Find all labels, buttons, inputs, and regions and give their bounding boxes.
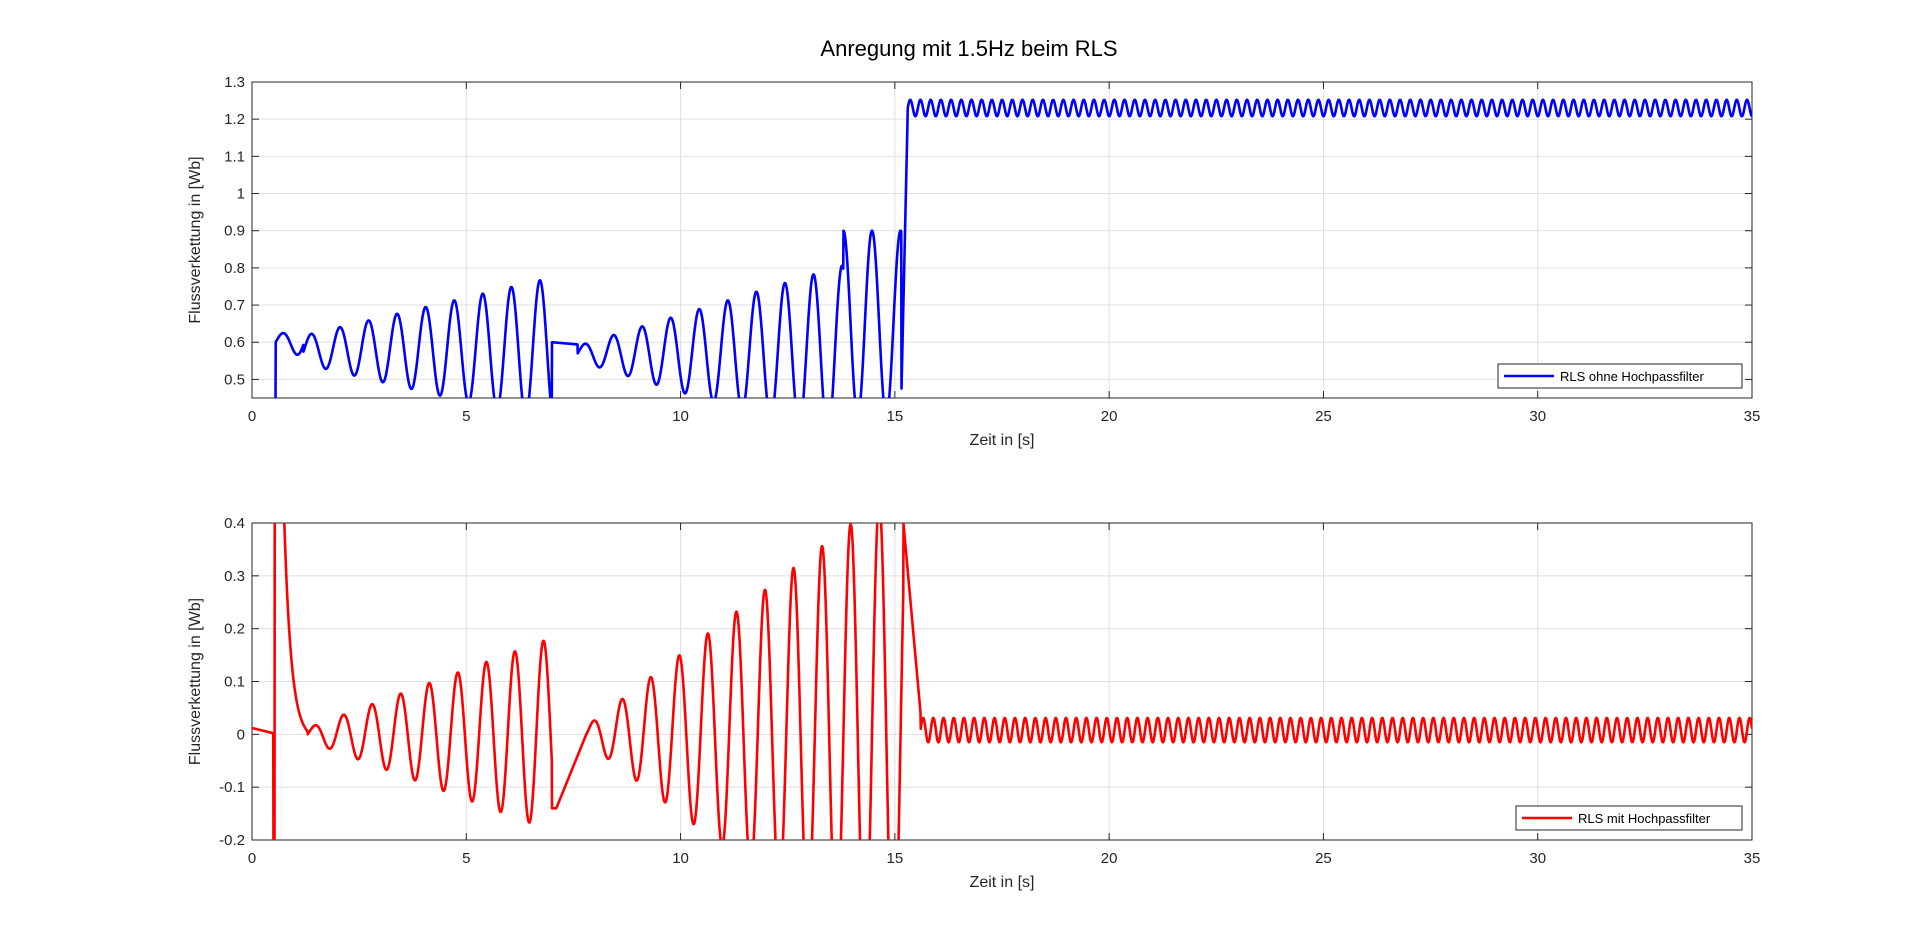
x-tick-label: 10 (672, 408, 689, 425)
x-axis-label-bottom: Zeit in [s] (970, 874, 1035, 891)
ticks-bottom: 0 5 10 15 20 25 30 35 -0.2 -0.1 0 0.1 0.2 0.3 0.4 (219, 515, 1760, 867)
x-tick-label: 0 (248, 850, 256, 867)
y-axis-label-bottom: Flussverkettung in [Wb] (187, 598, 204, 765)
x-tick-label: 15 (887, 408, 904, 425)
y-tick-label: 0.6 (224, 334, 245, 351)
legend-entry-bottom: RLS mit Hochpassfilter (1578, 811, 1711, 826)
y-tick-label: -0.2 (219, 832, 245, 849)
ticks-top: 0 5 10 15 20 25 30 35 0.5 0.6 0.7 0.8 0.9 1 1.1 1.2 1.3 (224, 74, 1760, 425)
x-tick-label: 10 (672, 850, 689, 867)
x-axis-label-top: Zeit in [s] (970, 432, 1035, 449)
x-tick-label: 20 (1101, 850, 1118, 867)
grid-bottom (251, 522, 1753, 841)
y-tick-label: 0.9 (224, 223, 245, 240)
x-tick-label: 25 (1315, 850, 1332, 867)
x-tick-label: 5 (462, 850, 470, 867)
y-tick-label: -0.1 (219, 779, 245, 796)
x-tick-label: 25 (1315, 408, 1332, 425)
y-tick-label: 0.8 (224, 260, 245, 277)
figure-title: Anregung mit 1.5Hz beim RLS (820, 36, 1117, 61)
x-tick-label: 5 (462, 408, 470, 425)
subplot-bottom: 0 5 10 15 20 25 30 35 -0.2 -0.1 0 0.1 0.2 0.3 0.4 Zeit… (187, 515, 1760, 891)
y-tick-label: 0.3 (224, 568, 245, 585)
legend-bottom: RLS mit Hochpassfilter (1515, 805, 1743, 831)
subplot-top: 0 5 10 15 20 25 30 350.50.60.70.80.911.11.21.3 … (187, 74, 1760, 449)
grid-top (251, 81, 1753, 398)
series-line-bottom (252, 523, 1752, 840)
y-tick-label: 0.1 (224, 674, 245, 691)
legend-entry-top: RLS ohne Hochpassfilter (1560, 369, 1704, 384)
legend-top: RLS ohne Hochpassfilter (1497, 363, 1743, 389)
x-tick-label: 15 (887, 850, 904, 867)
x-tick-label: 30 (1529, 408, 1546, 425)
series-line-top (274, 98, 1752, 398)
x-tick-label: 20 (1101, 408, 1118, 425)
y-tick-label: 1.3 (224, 74, 245, 91)
y-tick-label: 0.7 (224, 297, 245, 314)
y-tick-label: 0 (237, 726, 245, 743)
x-tick-label: 35 (1744, 408, 1761, 425)
y-tick-label: 0.4 (224, 515, 245, 532)
series-line-top (274, 98, 1752, 398)
x-tick-label: 0 (248, 408, 256, 425)
y-tick-label: 1.2 (224, 111, 245, 128)
axes-frame-top (251, 81, 1753, 399)
series-line-bottom (252, 523, 1752, 840)
y-tick-label: 0.2 (224, 621, 245, 638)
x-tick-label: 35 (1744, 850, 1761, 867)
y-tick-label: 1 (237, 186, 245, 203)
y-tick-label: 1.1 (224, 148, 245, 165)
y-axis-label-top: Flussverkettung in [Wb] (187, 156, 204, 323)
y-tick-label: 0.5 (224, 371, 245, 388)
x-tick-label: 30 (1529, 850, 1546, 867)
